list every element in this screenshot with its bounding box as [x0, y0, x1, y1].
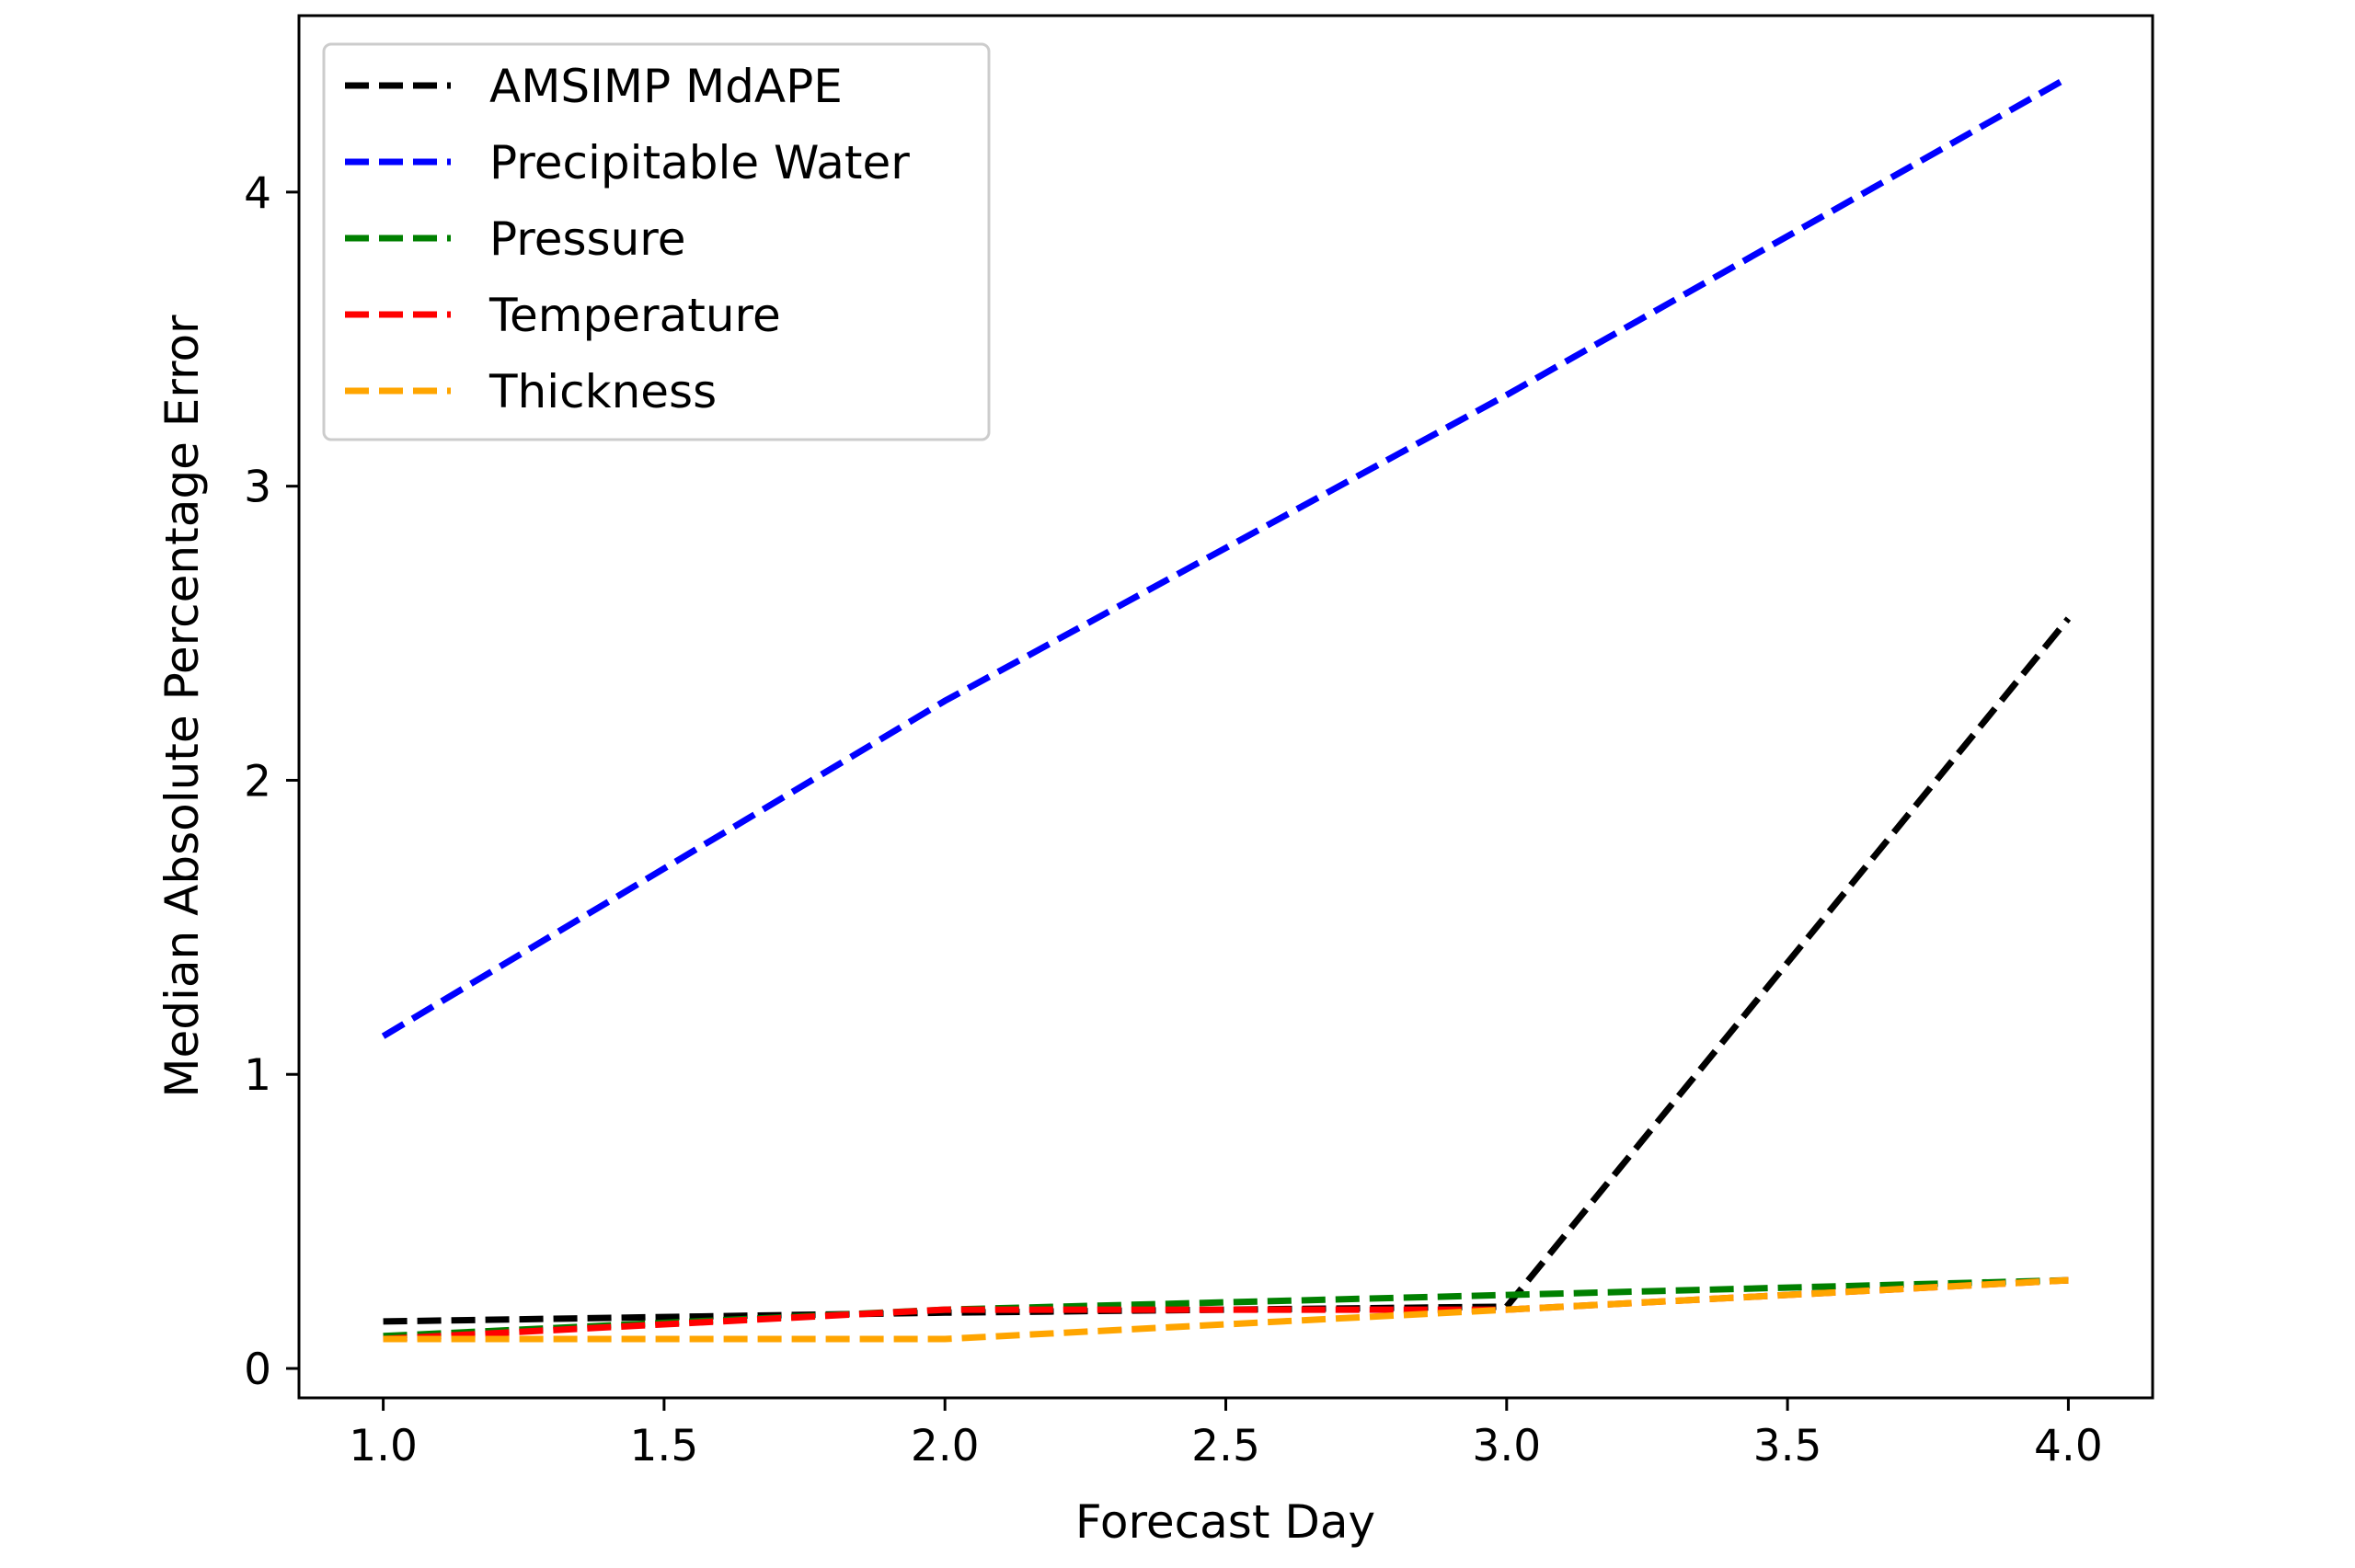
x-axis-label: Forecast Day [1075, 1495, 1375, 1549]
y-tick-label: 2 [244, 756, 271, 807]
legend-label-0: AMSIMP MdAPE [489, 60, 843, 113]
y-tick-label: 1 [244, 1050, 271, 1101]
x-tick-label: 2.0 [911, 1421, 980, 1471]
legend-label-2: Pressure [489, 212, 686, 266]
y-tick-label: 3 [244, 463, 271, 513]
x-tick-label: 1.5 [630, 1421, 699, 1471]
x-tick-label: 3.5 [1753, 1421, 1822, 1471]
x-tick-label: 3.0 [1472, 1421, 1541, 1471]
y-tick-label: 4 [244, 168, 271, 219]
y-tick-label: 0 [244, 1345, 271, 1395]
x-tick-label: 2.5 [1191, 1421, 1260, 1471]
series-line-0 [383, 616, 2072, 1325]
series-layer [381, 74, 2072, 1343]
y-axis-label: Median Absolute Percentage Error [155, 315, 209, 1098]
legend-label-3: Temperature [488, 289, 781, 342]
series-line-1 [381, 74, 2071, 1039]
x-tick-label: 4.0 [2034, 1421, 2103, 1471]
x-axis: 1.0 1.5 2.0 2.5 3.0 3.5 4.0 [349, 1398, 2103, 1471]
series-line-4 [383, 1276, 2069, 1343]
legend-label-1: Precipitable Water [489, 136, 910, 189]
y-axis: 0 1 2 3 4 [244, 168, 299, 1395]
legend: AMSIMP MdAPE Precipitable Water Pressure Te… [322, 42, 991, 441]
legend-label-4: Thickness [488, 365, 717, 418]
x-tick-label: 1.0 [349, 1421, 418, 1471]
legend-box [322, 42, 991, 441]
